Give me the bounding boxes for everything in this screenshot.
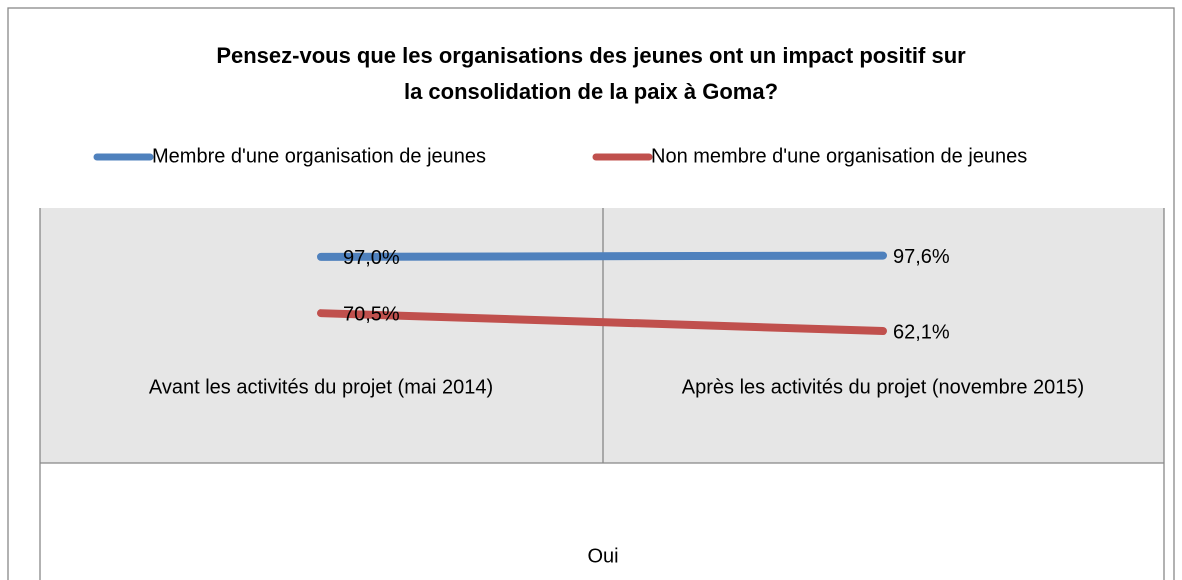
group-label: Oui <box>587 545 618 567</box>
data-label: 97,0% <box>343 247 400 269</box>
legend-label: Non membre d'une organisation de jeunes <box>651 145 1027 167</box>
chart-title: Pensez-vous que les organisations des je… <box>216 43 966 68</box>
data-label: 70,5% <box>343 303 400 325</box>
plot-area <box>40 208 1164 463</box>
line-series <box>317 251 887 261</box>
line-series <box>317 309 887 336</box>
x-tick-label: Après les activités du projet (novembre … <box>682 376 1084 398</box>
legend-label: Membre d'une organisation de jeunes <box>152 145 486 167</box>
chart-title: la consolidation de la paix à Goma? <box>404 79 778 104</box>
data-label: 62,1% <box>893 321 950 343</box>
x-tick-label: Avant les activités du projet (mai 2014) <box>149 376 493 398</box>
data-label: 97,6% <box>893 246 950 268</box>
